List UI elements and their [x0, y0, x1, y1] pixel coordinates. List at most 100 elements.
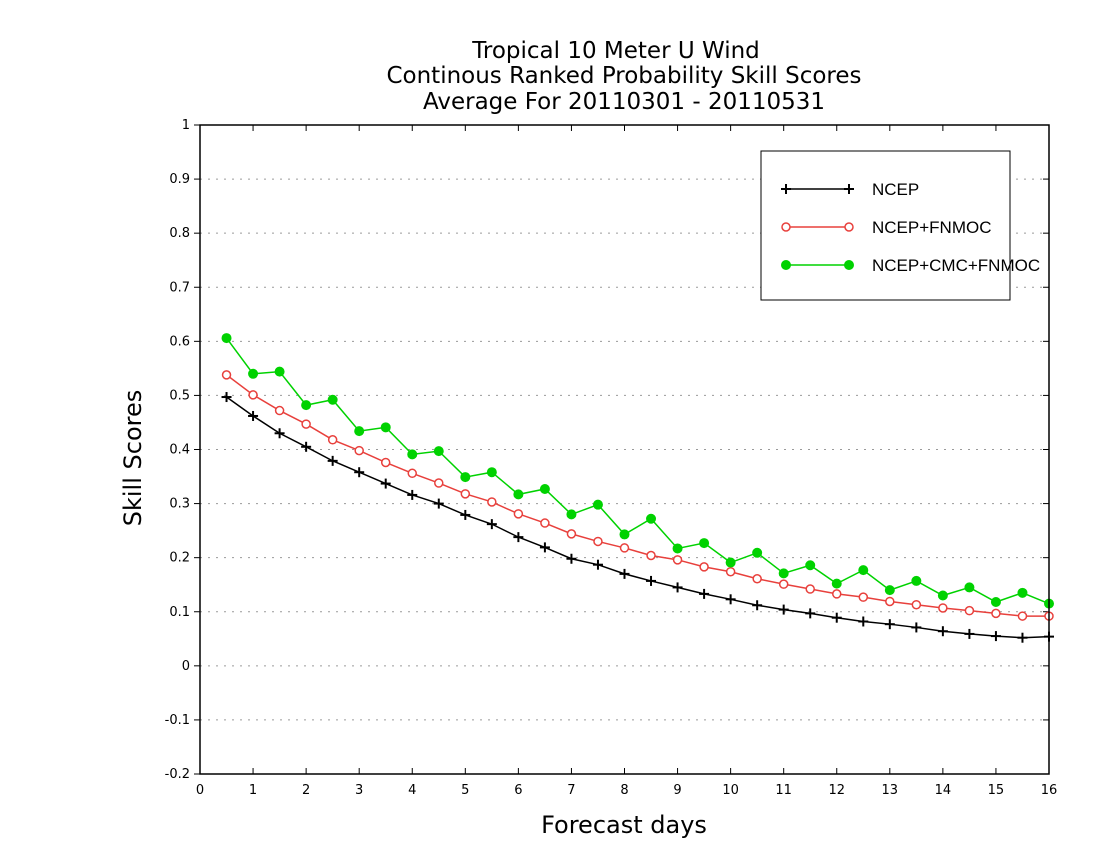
point-marker — [1017, 632, 1028, 643]
point-marker — [301, 419, 311, 429]
point-marker — [301, 441, 312, 452]
point-marker — [301, 400, 312, 411]
legend-label: NCEP — [872, 180, 919, 199]
point-marker — [778, 579, 789, 589]
point-marker — [407, 489, 418, 500]
point-marker — [486, 519, 497, 530]
y-tick-label: 0 — [182, 659, 190, 674]
series-line — [226, 396, 1050, 639]
point-marker — [858, 616, 869, 627]
point-marker — [858, 592, 869, 602]
y-tick-label: 0.6 — [169, 334, 190, 349]
point-marker — [433, 446, 444, 457]
grid — [200, 178, 1049, 721]
y-tick-label: 0.8 — [169, 226, 190, 241]
y-tick-label: -0.2 — [165, 767, 190, 782]
point-marker — [699, 588, 710, 599]
y-tick-label: -0.1 — [165, 713, 190, 728]
point-marker — [805, 584, 815, 594]
point-marker — [248, 368, 259, 379]
x-tick-label: 7 — [567, 783, 575, 798]
point-marker — [699, 538, 710, 549]
point-marker — [566, 529, 577, 539]
point-marker — [513, 489, 524, 500]
point-marker — [884, 585, 895, 596]
point-marker — [964, 628, 975, 639]
y-axis-label: Skill Scores — [119, 390, 147, 527]
point-marker — [725, 557, 736, 568]
point-marker — [646, 550, 656, 561]
legend-item: NCEP+CMC+FNMOC — [781, 256, 1040, 275]
point-marker — [831, 612, 842, 623]
point-marker — [885, 596, 895, 607]
point-marker — [327, 435, 338, 445]
point-marker — [844, 184, 854, 194]
x-tick-label: 4 — [408, 783, 416, 798]
y-tick-label: 0.1 — [169, 605, 190, 620]
y-tick-label: 0.3 — [169, 497, 190, 512]
point-marker — [354, 445, 364, 456]
x-tick-label: 0 — [196, 783, 204, 798]
point-marker — [274, 366, 285, 377]
chart-title-line-2: Continous Ranked Probability Skill Score… — [386, 63, 861, 89]
x-tick-label: 16 — [1041, 783, 1058, 798]
point-marker — [460, 489, 471, 499]
point-marker — [752, 600, 763, 611]
point-marker — [725, 594, 736, 605]
legend-item: NCEP+FNMOC — [781, 218, 991, 237]
point-marker — [832, 589, 842, 599]
point-marker — [248, 410, 259, 421]
point-marker — [831, 578, 842, 589]
y-tick-label: 0.9 — [169, 172, 190, 187]
point-marker — [274, 405, 285, 416]
point-marker — [991, 608, 1001, 619]
legend-box — [760, 150, 1011, 301]
chart-title-line-3: Average For 20110301 - 20110531 — [423, 89, 825, 115]
point-marker — [566, 509, 577, 520]
point-marker — [327, 455, 338, 466]
point-marker — [1017, 611, 1028, 621]
point-marker — [592, 559, 603, 570]
series-ncep-cmc-fnmoc — [221, 333, 1054, 609]
point-marker — [937, 590, 948, 601]
point-marker — [619, 529, 630, 540]
axis-ticks: -0.2-0.100.10.20.30.40.50.60.70.80.910 1 2… — [165, 118, 1058, 798]
point-marker — [752, 574, 762, 584]
series-layer — [221, 333, 1054, 643]
point-marker — [699, 562, 709, 572]
point-marker — [221, 370, 232, 380]
y-tick-label: 1 — [182, 118, 190, 133]
point-marker — [778, 604, 789, 615]
x-tick-label: 10 — [722, 783, 739, 798]
point-marker — [778, 568, 789, 579]
point-marker — [380, 478, 391, 489]
point-marker — [672, 555, 683, 565]
point-marker — [911, 575, 922, 586]
point-marker — [619, 543, 630, 553]
series-ncep — [221, 392, 1054, 643]
point-marker — [539, 542, 550, 553]
point-marker — [858, 565, 869, 576]
x-tick-label: 15 — [988, 783, 1005, 798]
point-marker — [274, 428, 285, 439]
point-marker — [844, 222, 854, 232]
point-marker — [407, 468, 417, 479]
point-marker — [725, 566, 736, 577]
chart-title-line-1: Tropical 10 Meter U Wind — [471, 38, 760, 64]
point-marker — [844, 260, 854, 270]
point-marker — [513, 532, 524, 543]
point-marker — [938, 603, 948, 613]
point-marker — [487, 497, 497, 507]
point-marker — [407, 449, 418, 460]
point-marker — [380, 422, 391, 433]
point-marker — [990, 631, 1001, 642]
point-marker — [433, 498, 444, 509]
point-marker — [354, 467, 365, 478]
point-marker — [539, 483, 550, 494]
point-marker — [619, 568, 630, 579]
x-axis-label: Forecast days — [541, 811, 707, 839]
point-marker — [646, 575, 657, 586]
point-marker — [911, 622, 922, 633]
point-marker — [248, 390, 258, 400]
plot-frame — [199, 124, 1050, 775]
